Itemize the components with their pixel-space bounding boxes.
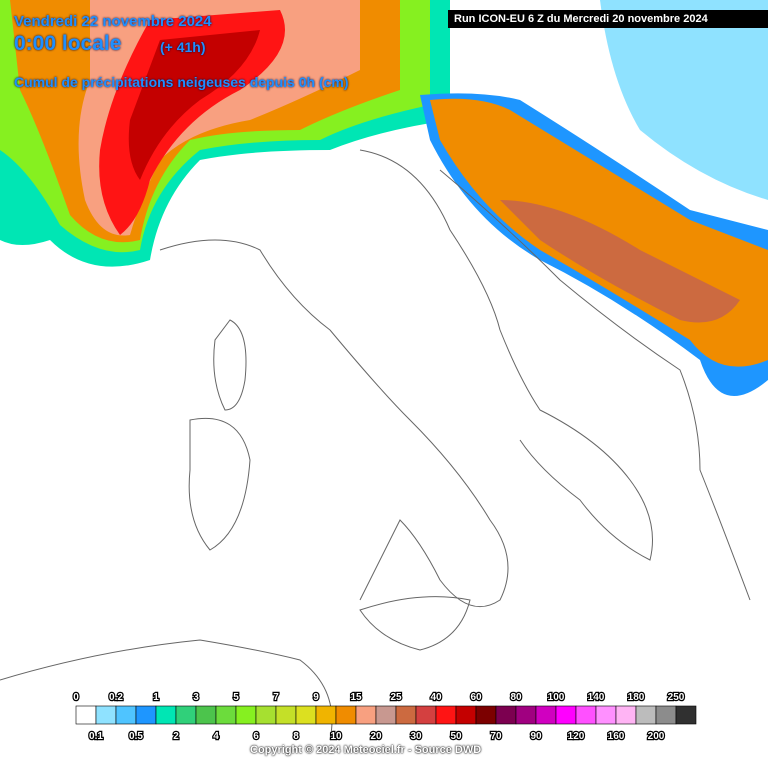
legend-label: 200 [648, 731, 665, 742]
legend-swatch [395, 705, 417, 725]
legend-swatch [115, 705, 137, 725]
legend-swatch [235, 705, 257, 725]
legend-label: 0.5 [129, 731, 143, 742]
legend-swatch [375, 705, 397, 725]
legend-swatch [555, 705, 577, 725]
legend-label: 70 [490, 731, 502, 742]
legend-swatch [195, 705, 217, 725]
legend-label: 30 [410, 731, 422, 742]
legend-label: 100 [548, 692, 565, 703]
legend-label: 160 [608, 731, 625, 742]
legend-swatch [455, 705, 477, 725]
lead-time: (+ 41h) [160, 39, 206, 55]
legend-swatch [315, 705, 337, 725]
legend-label: 7 [273, 692, 279, 703]
legend-swatch [615, 705, 637, 725]
legend-swatch [135, 705, 157, 725]
legend-label: 5 [233, 692, 239, 703]
legend-swatch [415, 705, 437, 725]
legend-label: 50 [450, 731, 462, 742]
legend-swatch [495, 705, 517, 725]
legend-swatch [95, 705, 117, 725]
legend-swatch [475, 705, 497, 725]
snow-balkans [420, 0, 768, 396]
subtitle: Cumul de précipitations neigeuses depuis… [14, 74, 349, 90]
legend-label: 60 [470, 692, 482, 703]
legend-swatch [535, 705, 557, 725]
snow-alps [0, 0, 450, 267]
copyright: Copyright © 2024 Meteociel.fr - Source D… [250, 744, 482, 756]
legend-label: 90 [530, 731, 542, 742]
date: Vendredi 22 novembre 2024 [14, 13, 212, 30]
legend-swatch [75, 705, 97, 725]
legend-label: 8 [293, 731, 299, 742]
legend-swatch [155, 705, 177, 725]
legend-label: 120 [568, 731, 585, 742]
legend-swatch [635, 705, 657, 725]
legend-label: 80 [510, 692, 522, 703]
legend-swatch [675, 705, 697, 725]
time: 0:00 locale [14, 32, 122, 55]
legend-swatch [595, 705, 617, 725]
legend-swatch [435, 705, 457, 725]
legend-label: 0.2 [109, 692, 123, 703]
legend-label: 2 [173, 731, 179, 742]
legend-label: 250 [668, 692, 685, 703]
legend-swatch [575, 705, 597, 725]
legend-label: 40 [430, 692, 442, 703]
legend-swatch [355, 705, 377, 725]
legend-label: 6 [253, 731, 259, 742]
legend-label: 4 [213, 731, 219, 742]
legend-swatch [255, 705, 277, 725]
legend-swatch [215, 705, 237, 725]
legend-label: 20 [370, 731, 382, 742]
legend-label: 140 [588, 692, 605, 703]
legend-swatch [655, 705, 677, 725]
legend-label: 0.1 [89, 731, 103, 742]
legend-label: 9 [313, 692, 319, 703]
legend-label: 3 [193, 692, 199, 703]
legend-swatch [275, 705, 297, 725]
legend-swatch [515, 705, 537, 725]
legend-swatch [295, 705, 317, 725]
legend-swatch [335, 705, 357, 725]
legend-label: 10 [330, 731, 342, 742]
legend-label: 15 [350, 692, 362, 703]
run-label: Run ICON-EU 6 Z du Mercredi 20 novembre … [448, 10, 768, 28]
legend-label: 25 [390, 692, 402, 703]
legend-label: 0 [73, 692, 79, 703]
legend-label: 180 [628, 692, 645, 703]
legend-label: 1 [153, 692, 159, 703]
legend-swatch [175, 705, 197, 725]
